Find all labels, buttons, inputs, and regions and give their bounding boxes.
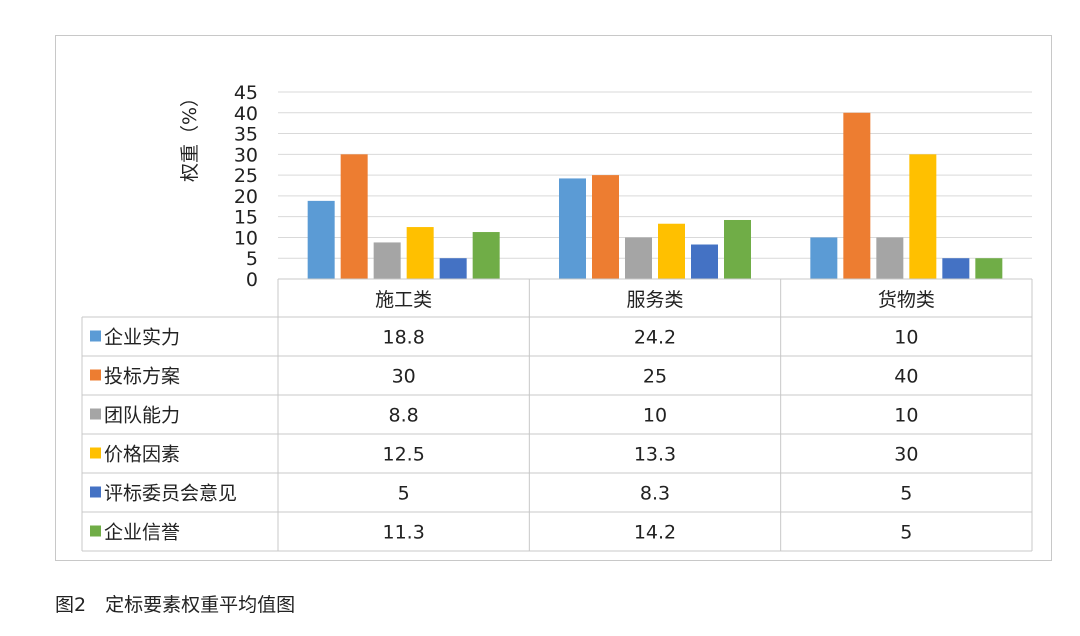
table-value: 10 xyxy=(643,405,667,427)
table-value: 25 xyxy=(643,366,667,388)
bar xyxy=(942,258,970,279)
bar xyxy=(843,112,871,280)
legend-swatch xyxy=(90,447,101,459)
y-tick-label: 5 xyxy=(246,248,258,270)
y-tick-label: 35 xyxy=(234,124,258,146)
bar xyxy=(340,154,368,279)
table-value: 10 xyxy=(894,327,918,349)
bar xyxy=(691,244,718,279)
table-value: 5 xyxy=(900,483,912,505)
table-value: 30 xyxy=(894,444,918,466)
bar xyxy=(876,237,904,279)
y-axis-label: 权重（%） xyxy=(179,88,201,182)
y-tick-label: 45 xyxy=(234,82,258,104)
legend-swatch xyxy=(90,408,101,420)
chart-frame xyxy=(55,35,1052,561)
legend-label: 企业信誉 xyxy=(104,522,180,544)
y-tick-label: 0 xyxy=(246,269,258,291)
table-value: 40 xyxy=(894,366,918,388)
bar xyxy=(472,232,500,279)
bar xyxy=(810,237,838,279)
table-value: 12.5 xyxy=(383,444,425,466)
table-value: 30 xyxy=(392,366,416,388)
bar xyxy=(373,242,401,279)
bar xyxy=(406,227,434,279)
table-value: 5 xyxy=(900,522,912,544)
bar xyxy=(658,223,685,279)
legend-swatch xyxy=(90,525,101,537)
bar xyxy=(307,200,335,279)
bar xyxy=(909,154,937,279)
table-value: 11.3 xyxy=(383,522,425,544)
bar xyxy=(625,237,652,279)
y-tick-label: 40 xyxy=(234,103,258,125)
table-value: 14.2 xyxy=(634,522,676,544)
legend-label: 团队能力 xyxy=(104,405,180,427)
table-value: 24.2 xyxy=(634,327,676,349)
table-value: 13.3 xyxy=(634,444,676,466)
bar xyxy=(592,175,619,279)
legend-label: 价格因素 xyxy=(104,444,180,466)
category-label: 服务类 xyxy=(626,289,683,311)
y-tick-label: 30 xyxy=(234,144,258,166)
legend-swatch xyxy=(90,369,101,381)
table-value: 10 xyxy=(894,405,918,427)
category-label: 货物类 xyxy=(878,289,935,311)
legend-swatch xyxy=(90,486,101,498)
y-tick-label: 15 xyxy=(234,207,258,229)
table-value: 8.8 xyxy=(389,405,419,427)
figure-caption: 图2 定标要素权重平均值图 xyxy=(55,594,296,616)
y-tick-label: 20 xyxy=(234,186,258,208)
legend-label: 投标方案 xyxy=(104,366,180,388)
category-label: 施工类 xyxy=(375,289,432,311)
y-tick-label: 10 xyxy=(234,227,258,249)
table-value: 18.8 xyxy=(383,327,425,349)
legend-swatch xyxy=(90,330,101,342)
bar xyxy=(975,258,1003,279)
table-value: 8.3 xyxy=(640,483,670,505)
table-value: 5 xyxy=(398,483,410,505)
legend-label: 评标委员会意见 xyxy=(104,483,237,505)
bar xyxy=(439,258,467,279)
y-tick-label: 25 xyxy=(234,165,258,187)
legend-label: 企业实力 xyxy=(104,327,180,349)
bar xyxy=(724,219,751,279)
bar xyxy=(559,178,586,279)
